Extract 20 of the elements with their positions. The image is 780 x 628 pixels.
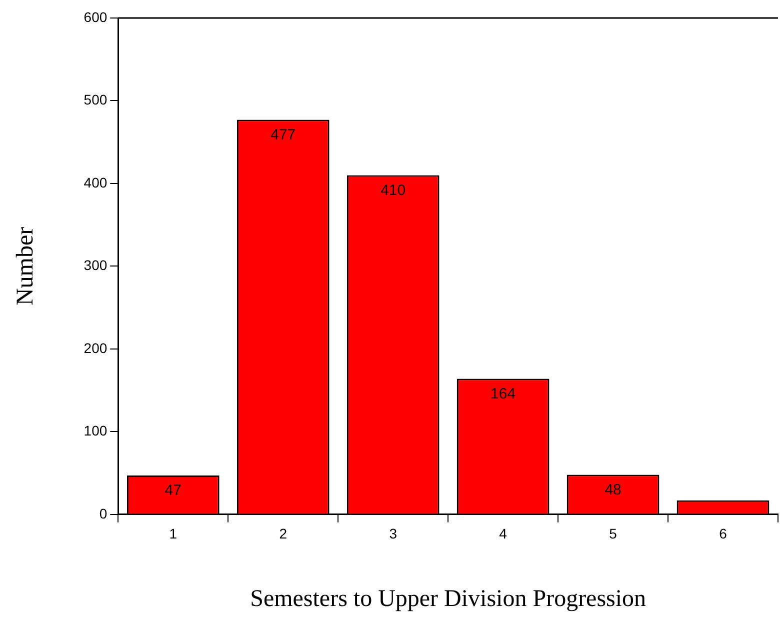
x-tick-label: 6 — [719, 526, 728, 542]
x-tick-label: 5 — [609, 526, 618, 542]
y-tick-label: 100 — [84, 422, 108, 439]
y-axis-title: Number — [12, 226, 39, 306]
y-tick-label: 600 — [84, 8, 108, 25]
data-label: 164 — [490, 385, 516, 402]
y-tick-label: 500 — [84, 92, 108, 108]
x-tick-label: 1 — [169, 526, 178, 542]
y-tick-label: 400 — [84, 174, 108, 190]
y-tick-label: 200 — [84, 340, 108, 356]
data-label: 477 — [270, 126, 296, 144]
data-label: 48 — [604, 481, 622, 498]
y-tick-label: 0 — [99, 505, 108, 522]
x-tick-label: 4 — [499, 526, 508, 542]
x-axis-title: Semesters to Upper Division Progression — [250, 586, 646, 612]
data-label: 410 — [380, 182, 406, 199]
x-tick-label: 3 — [389, 526, 398, 542]
y-tick-label: 300 — [84, 257, 108, 274]
x-tick-label: 2 — [279, 526, 288, 542]
data-label: 47 — [164, 482, 182, 500]
